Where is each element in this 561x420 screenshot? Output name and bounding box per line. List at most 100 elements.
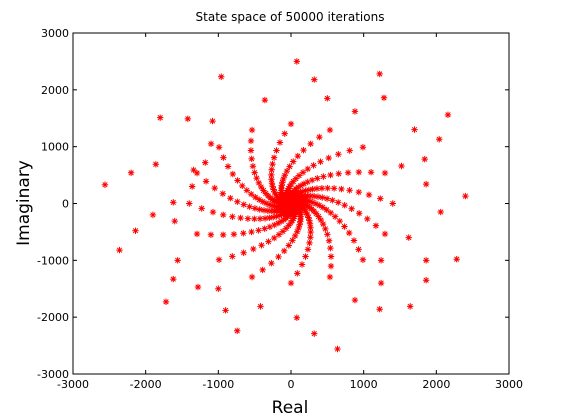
data-point [255, 227, 262, 234]
data-point [271, 234, 278, 242]
data-point [275, 231, 283, 238]
data-point [436, 136, 443, 143]
data-point [229, 170, 236, 178]
data-point [261, 215, 269, 222]
data-point [243, 187, 251, 194]
data-point [405, 234, 412, 241]
data-point [324, 184, 331, 192]
data-point [193, 230, 201, 238]
data-point [335, 151, 342, 158]
data-point [285, 201, 292, 208]
data-point [209, 208, 217, 216]
data-point [306, 239, 313, 247]
data-point [293, 228, 301, 235]
data-point [247, 137, 255, 145]
data-point [274, 206, 281, 213]
data-point [287, 279, 295, 287]
data-point [290, 158, 297, 165]
data-point [264, 207, 272, 214]
data-point [437, 208, 444, 216]
data-point [227, 194, 234, 202]
data-point [289, 201, 297, 209]
data-point [316, 202, 323, 209]
data-point [372, 222, 380, 229]
data-point [297, 182, 305, 189]
data-point [188, 183, 196, 190]
data-point [377, 279, 385, 287]
data-point [300, 203, 307, 210]
data-point [290, 178, 297, 185]
data-point [272, 197, 280, 204]
data-point [273, 147, 280, 154]
data-point [258, 242, 265, 249]
data-point [306, 217, 313, 224]
data-point [259, 266, 266, 274]
data-point [220, 211, 227, 219]
data-point [380, 94, 388, 101]
data-point [323, 206, 330, 214]
data-point [246, 203, 253, 210]
data-point [286, 210, 294, 217]
data-point [306, 198, 314, 205]
data-point [291, 232, 299, 240]
data-point [294, 152, 301, 160]
data-point [285, 204, 293, 211]
data-point [307, 140, 314, 148]
data-point [326, 273, 334, 281]
data-point [260, 187, 267, 194]
data-point [314, 193, 322, 200]
data-point [297, 209, 304, 217]
data-point [281, 130, 288, 137]
data-point [297, 204, 304, 211]
data-point [237, 214, 244, 222]
data-point [314, 175, 321, 182]
data-point [234, 327, 241, 335]
data-point [211, 184, 218, 192]
data-point [244, 215, 252, 222]
data-point [286, 163, 293, 170]
data-point [346, 187, 353, 194]
data-point [294, 270, 301, 277]
data-point [279, 228, 287, 235]
data-point [295, 199, 303, 206]
data-point [289, 237, 296, 244]
data-point [313, 185, 321, 192]
data-point [272, 191, 279, 198]
data-point [240, 249, 247, 256]
data-point [304, 165, 311, 173]
data-points [101, 58, 469, 353]
data-point [308, 176, 316, 184]
data-point [335, 199, 342, 206]
data-point [311, 330, 318, 337]
data-point [303, 209, 310, 216]
data-point [288, 202, 295, 209]
data-point [285, 222, 292, 229]
data-point [170, 275, 177, 283]
data-point [341, 202, 348, 209]
data-point [377, 195, 384, 202]
data-point [281, 172, 289, 179]
data-point [186, 200, 193, 207]
data-point [294, 194, 302, 201]
data-point [329, 197, 336, 204]
data-point [344, 169, 352, 176]
data-point [320, 173, 327, 180]
data-point [253, 174, 260, 182]
data-point [274, 220, 282, 227]
data-point [283, 197, 290, 204]
data-point [295, 224, 302, 232]
data-point [268, 166, 275, 173]
data-point [261, 225, 268, 232]
data-point [300, 146, 307, 154]
data-point [269, 213, 277, 221]
data-point [273, 213, 280, 220]
data-point [270, 186, 277, 193]
data-point [338, 185, 345, 193]
data-point [229, 213, 236, 220]
data-point [116, 246, 123, 254]
data-point [202, 178, 210, 185]
x-tick-label: -2000 [130, 378, 162, 391]
data-point [292, 202, 299, 210]
data-point [249, 163, 257, 170]
data-point [289, 192, 296, 199]
